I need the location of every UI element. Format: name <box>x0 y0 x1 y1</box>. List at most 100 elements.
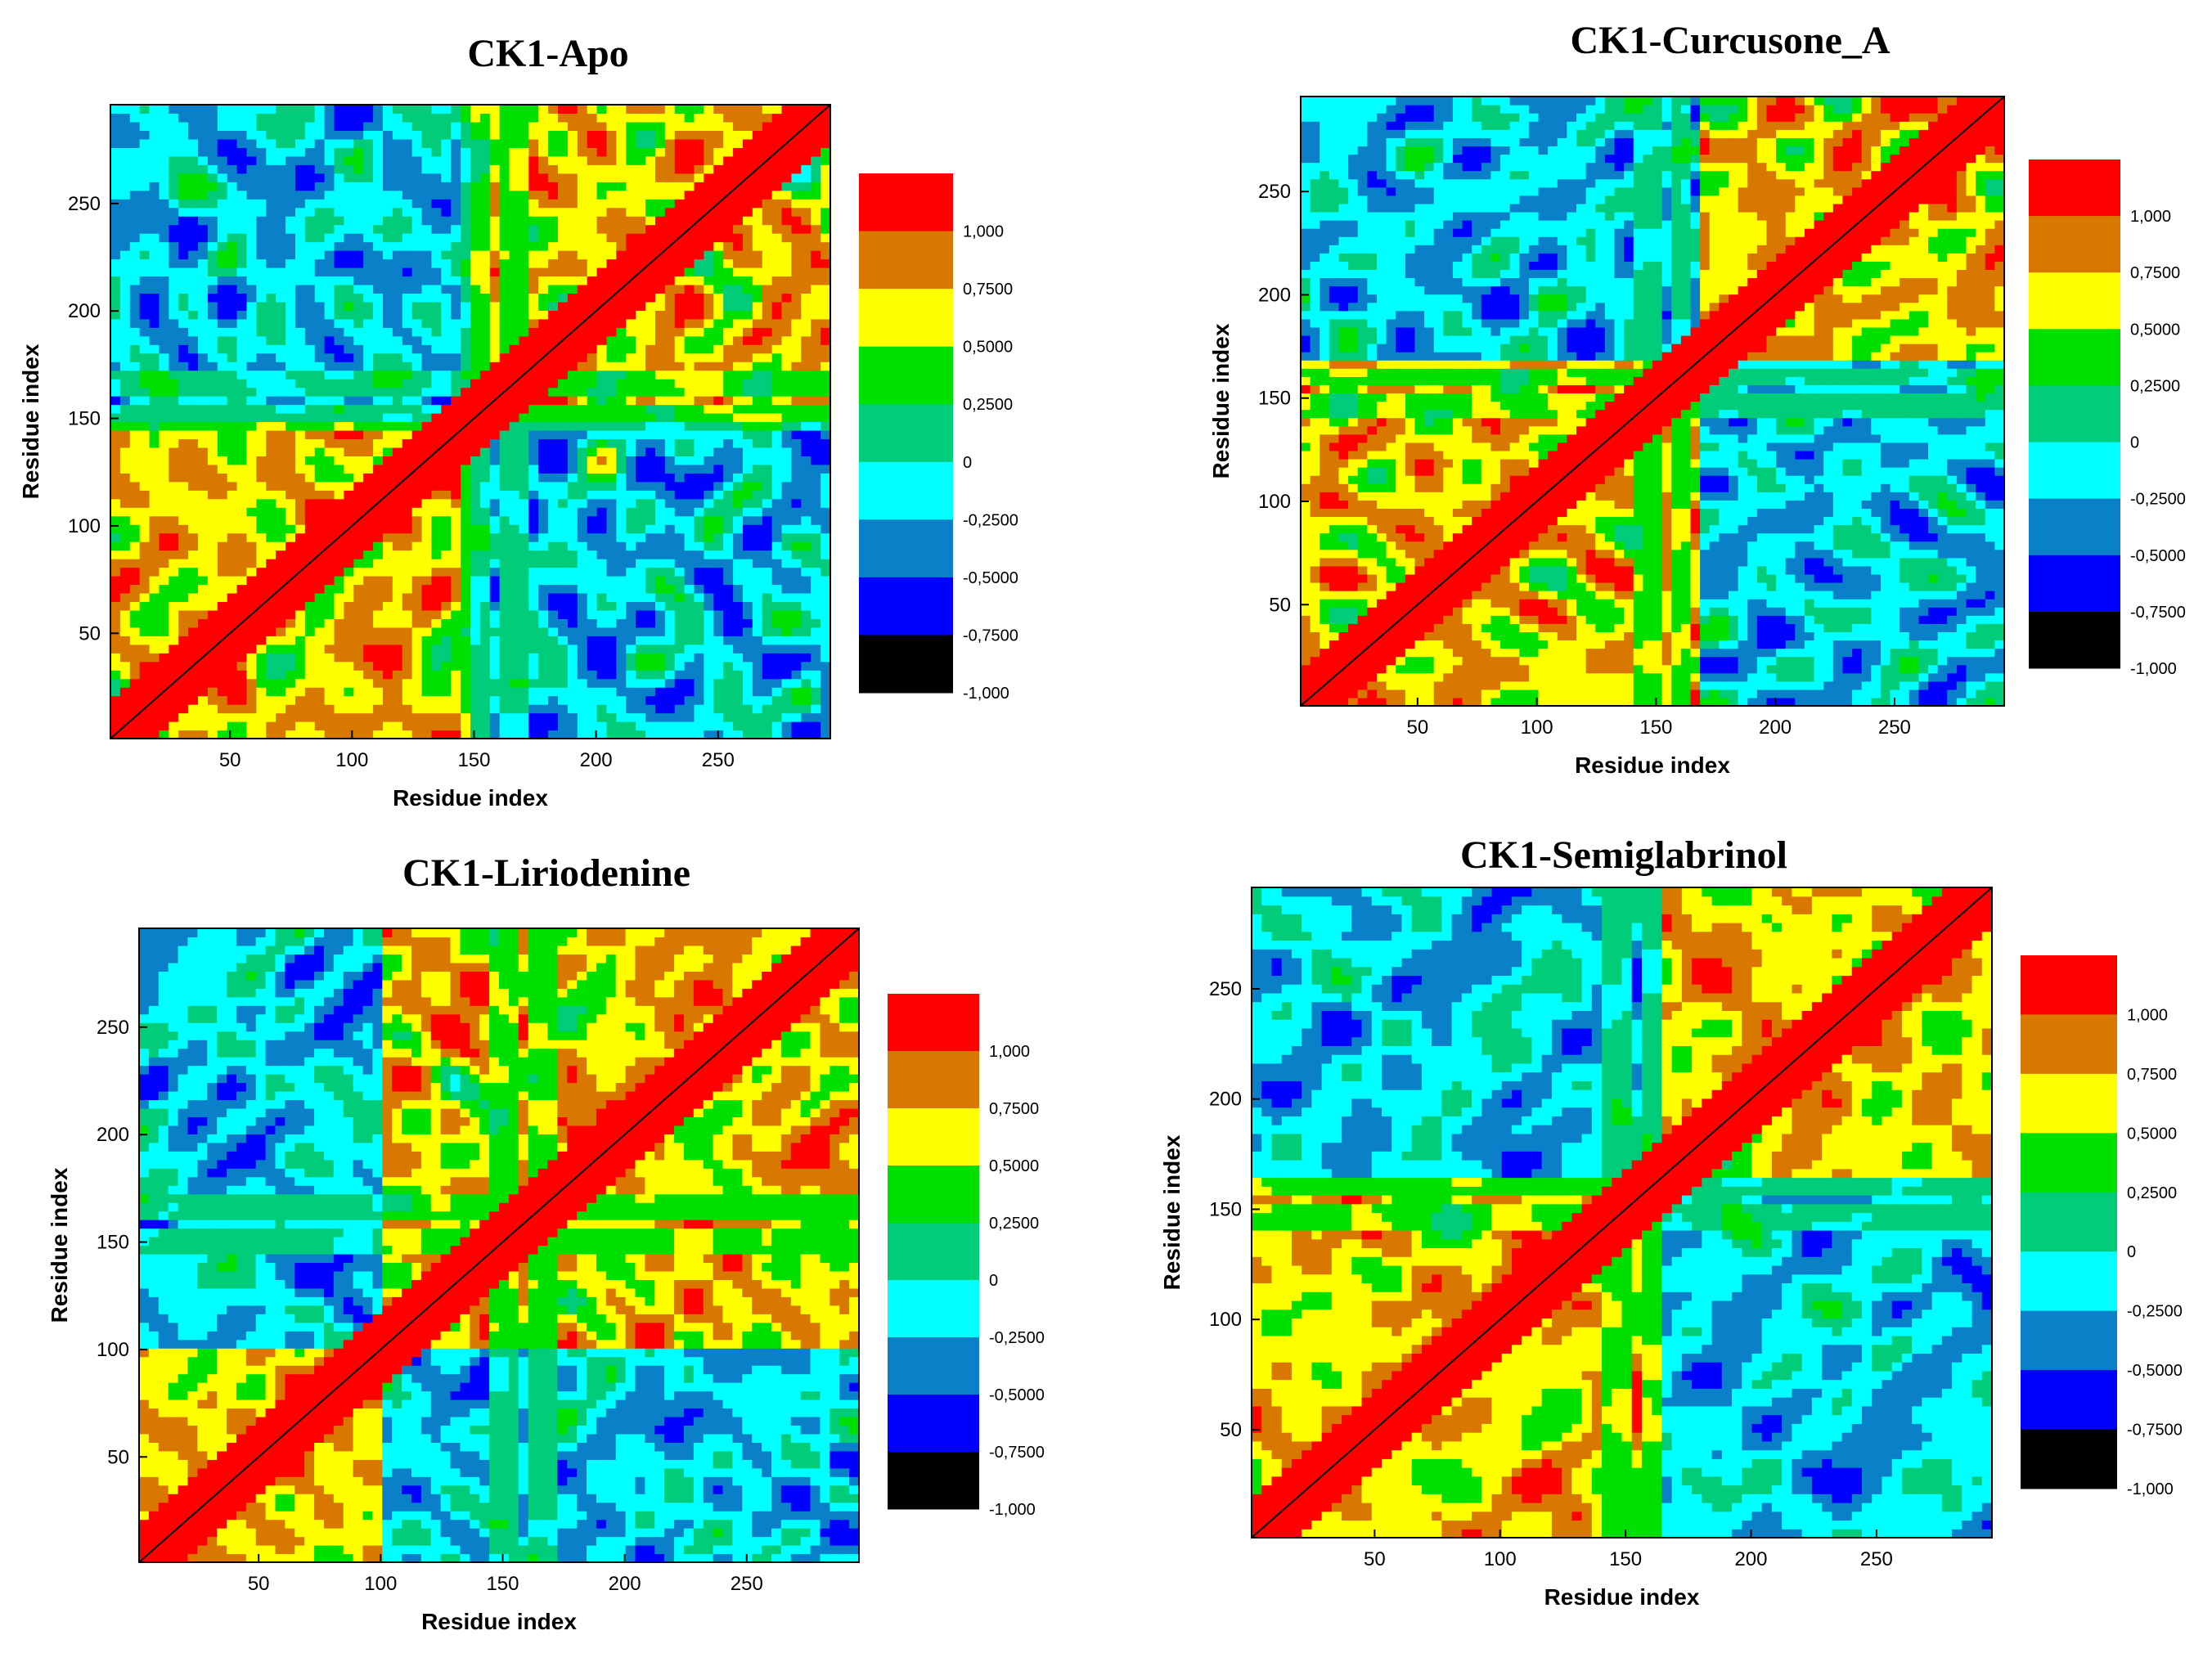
heatmap-cell <box>743 233 753 242</box>
heatmap-cell <box>528 645 538 654</box>
heatmap-cell <box>510 490 519 499</box>
heatmap-cell <box>451 576 461 585</box>
heatmap-cell <box>558 225 568 234</box>
heatmap-cell <box>704 113 713 122</box>
heatmap-cell <box>373 319 383 328</box>
heatmap-cell <box>733 319 743 328</box>
heatmap-cell <box>743 533 753 542</box>
heatmap-cell <box>538 327 548 336</box>
heatmap-cell <box>587 139 597 148</box>
heatmap-cell <box>383 156 393 165</box>
heatmap-cell <box>704 438 713 447</box>
heatmap-cell <box>393 413 402 422</box>
heatmap-cell <box>140 465 150 474</box>
heatmap-cell <box>295 499 305 508</box>
heatmap-cell <box>353 199 363 208</box>
heatmap-cell <box>451 482 461 491</box>
heatmap-cell <box>490 327 500 336</box>
heatmap-cell <box>110 362 120 371</box>
heatmap-cell <box>655 422 665 431</box>
heatmap-cell <box>655 704 665 713</box>
heatmap-cell <box>645 687 655 696</box>
heatmap-cell <box>412 293 422 302</box>
heatmap-cell <box>441 559 451 568</box>
heatmap-cell <box>636 584 645 593</box>
heatmap-cell <box>159 413 169 422</box>
heatmap-cell <box>140 559 150 568</box>
heatmap-cell <box>431 259 441 268</box>
heatmap-cell <box>655 353 665 362</box>
heatmap-cell <box>431 499 441 508</box>
heatmap-cell <box>344 388 353 397</box>
heatmap-cell <box>120 533 130 542</box>
heatmap-cell <box>645 405 655 414</box>
heatmap-cell <box>120 730 130 739</box>
heatmap-cell <box>373 173 383 182</box>
heatmap-cell <box>227 645 237 654</box>
heatmap-cell <box>178 113 188 122</box>
heatmap-cell <box>743 216 753 225</box>
heatmap-cell <box>616 679 626 688</box>
heatmap-cell <box>548 139 558 148</box>
heatmap-cell <box>695 610 704 619</box>
heatmap-cell <box>490 627 500 636</box>
heatmap-cell <box>402 465 412 474</box>
heatmap-cell <box>645 593 655 602</box>
heatmap-cell <box>218 164 227 173</box>
heatmap-cell <box>120 353 130 362</box>
heatmap-cell <box>704 242 713 251</box>
heatmap-cell <box>150 593 160 602</box>
heatmap-cell <box>198 593 208 602</box>
heatmap-cell <box>665 627 675 636</box>
heatmap-cell <box>150 267 160 276</box>
heatmap-cell <box>528 550 538 559</box>
heatmap-cell <box>383 208 393 217</box>
heatmap-cell <box>198 371 208 380</box>
heatmap-cell <box>606 524 616 533</box>
heatmap-cell <box>246 105 256 114</box>
heatmap-cell <box>626 302 636 311</box>
heatmap-cell <box>626 662 636 671</box>
heatmap-cell <box>441 362 451 371</box>
heatmap-cell <box>373 465 383 474</box>
heatmap-cell <box>733 216 743 225</box>
heatmap-cell <box>510 627 519 636</box>
heatmap-cell <box>675 524 685 533</box>
heatmap-cell <box>188 568 198 577</box>
heatmap-cell <box>178 122 188 131</box>
heatmap-cell <box>422 721 432 730</box>
heatmap-cell <box>480 422 490 431</box>
heatmap-cell <box>198 533 208 542</box>
heatmap-cell <box>510 164 519 173</box>
heatmap-cell <box>140 139 150 148</box>
heatmap-cell <box>500 653 510 662</box>
heatmap-cell <box>665 618 675 627</box>
heatmap-cell <box>655 293 665 302</box>
heatmap-cell <box>227 524 237 533</box>
heatmap-cell <box>140 156 150 165</box>
heatmap-cell <box>353 405 363 414</box>
heatmap-cell <box>285 670 295 679</box>
heatmap-cell <box>606 516 616 525</box>
heatmap-cell <box>353 696 363 705</box>
heatmap-cell <box>451 696 461 705</box>
heatmap-cell <box>140 173 150 182</box>
heatmap-cell <box>470 130 480 139</box>
heatmap-cell <box>616 319 626 328</box>
heatmap-cell <box>519 336 528 345</box>
heatmap-cell <box>558 310 568 319</box>
heatmap-cell <box>402 721 412 730</box>
heatmap-cell <box>130 319 140 328</box>
heatmap-cell <box>246 147 256 156</box>
heatmap-cell <box>519 550 528 559</box>
heatmap-cell <box>655 687 665 696</box>
heatmap-cell <box>169 550 178 559</box>
heatmap-cell <box>335 447 344 456</box>
heatmap-cell <box>626 499 636 508</box>
heatmap-cell <box>548 730 558 739</box>
heatmap-cell <box>237 465 247 474</box>
heatmap-cell <box>578 276 587 285</box>
heatmap-cell <box>704 627 713 636</box>
heatmap-cell <box>431 516 441 525</box>
heatmap-cell <box>325 113 335 122</box>
